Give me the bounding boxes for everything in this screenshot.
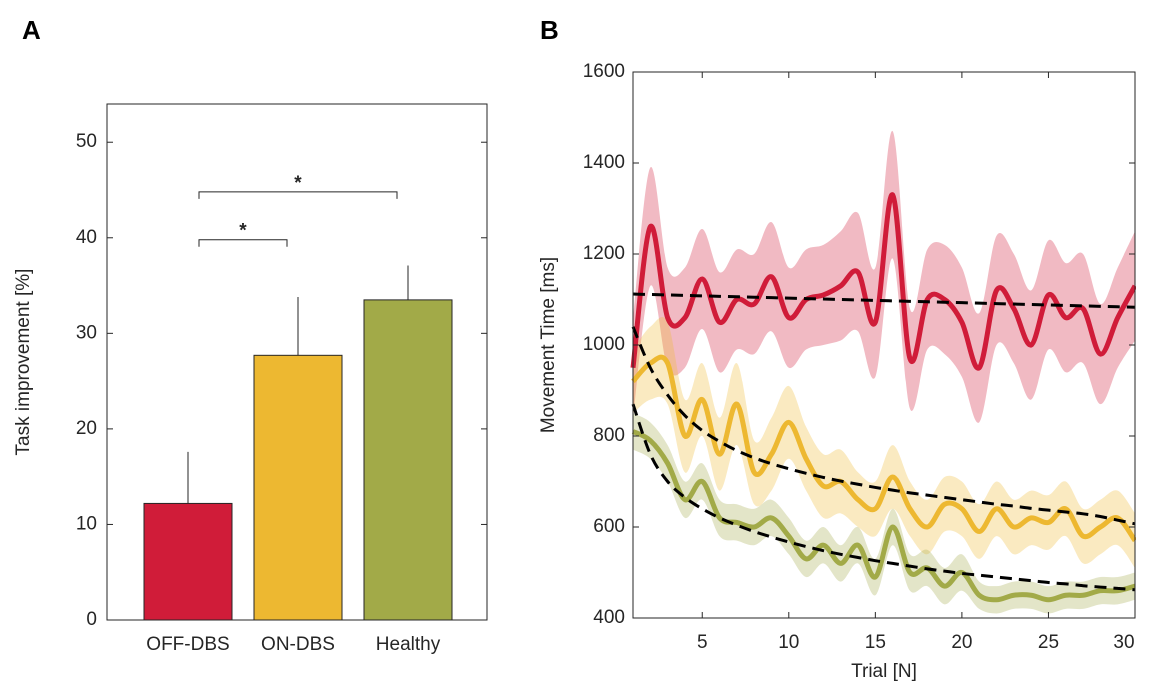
x-tick-label: 15 bbox=[865, 632, 886, 653]
series-line bbox=[631, 354, 1138, 543]
y-tick-label: 40 bbox=[76, 227, 97, 248]
x-tick-label: 5 bbox=[697, 632, 708, 653]
bar bbox=[253, 354, 343, 621]
y-tick-label: 1000 bbox=[583, 334, 625, 355]
significance-bracket bbox=[198, 191, 398, 199]
series-line bbox=[631, 429, 1136, 603]
y-tick-label: 1600 bbox=[583, 61, 625, 82]
significance-label: * bbox=[239, 221, 247, 242]
y-tick-label: 600 bbox=[593, 516, 625, 537]
significance-bracket bbox=[198, 239, 288, 247]
page-mask bbox=[1136, 0, 1157, 684]
y-tick-label: 0 bbox=[86, 609, 97, 630]
panel-label: B bbox=[540, 15, 559, 45]
panel-label: A bbox=[22, 15, 41, 45]
x-tick-label: ON-DBS bbox=[261, 634, 335, 655]
x-tick-label: 25 bbox=[1038, 632, 1059, 653]
y-tick-label: 1200 bbox=[583, 243, 625, 264]
x-tick-label: Healthy bbox=[376, 634, 441, 655]
x-tick-label: 20 bbox=[951, 632, 972, 653]
y-tick-label: 10 bbox=[76, 513, 97, 534]
x-tick-label: 10 bbox=[778, 632, 799, 653]
bar bbox=[143, 502, 233, 621]
significance-label: * bbox=[294, 173, 302, 194]
y-tick-label: 20 bbox=[76, 418, 97, 439]
series-line bbox=[630, 192, 1138, 371]
y-axis-label: Movement Time [ms] bbox=[538, 257, 559, 433]
y-tick-label: 30 bbox=[76, 322, 97, 343]
y-axis-label: Task improvement [%] bbox=[13, 269, 34, 456]
y-tick-label: 400 bbox=[593, 607, 625, 628]
x-tick-label: OFF-DBS bbox=[146, 634, 229, 655]
x-axis-label: Trial [N] bbox=[851, 661, 917, 682]
fit-line bbox=[632, 292, 1136, 309]
y-tick-label: 50 bbox=[76, 131, 97, 152]
y-tick-label: 800 bbox=[593, 425, 625, 446]
x-tick-label: 30 bbox=[1113, 632, 1134, 653]
y-tick-label: 1400 bbox=[583, 152, 625, 173]
fit-line bbox=[631, 326, 1136, 526]
bar bbox=[363, 299, 453, 621]
